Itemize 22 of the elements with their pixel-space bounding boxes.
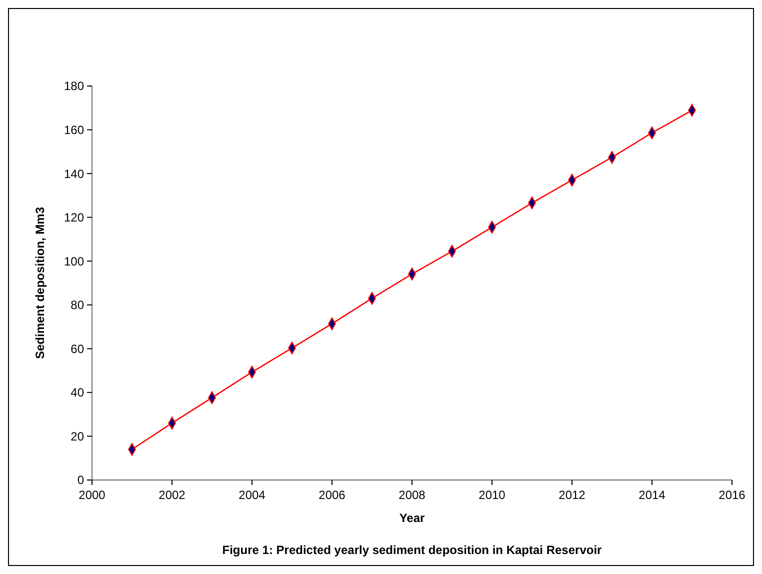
y-tick-label: 140: [64, 166, 84, 181]
y-tick-label: 60: [70, 342, 84, 356]
x-tick-label: 2008: [398, 488, 426, 502]
x-tick-label: 2016: [718, 488, 746, 502]
y-tick-label: 80: [70, 298, 84, 312]
x-tick-label: 2014: [638, 488, 666, 502]
x-tick-label: 2000: [78, 488, 106, 502]
x-axis-title: Year: [399, 511, 426, 525]
y-tick-label: 0: [77, 473, 84, 488]
y-tick-label: 100: [64, 254, 84, 268]
y-tick-label: 120: [64, 210, 84, 225]
y-tick-label: 180: [64, 79, 84, 94]
x-tick-label: 2004: [238, 488, 266, 502]
y-tick-label: 40: [70, 386, 84, 400]
x-tick-label: 2012: [558, 488, 586, 502]
y-tick-label: 160: [64, 122, 84, 137]
y-tick-label: 20: [70, 429, 84, 444]
x-tick-label: 2010: [478, 488, 506, 502]
x-tick-label: 2006: [318, 488, 346, 502]
text: Figure 1: Predicted yearly sediment deposition in Kaptai Reservoir: [222, 543, 602, 557]
y-axis-title: Sediment deposition, Mm3: [33, 206, 47, 360]
x-tick-label: 2002: [158, 488, 186, 502]
